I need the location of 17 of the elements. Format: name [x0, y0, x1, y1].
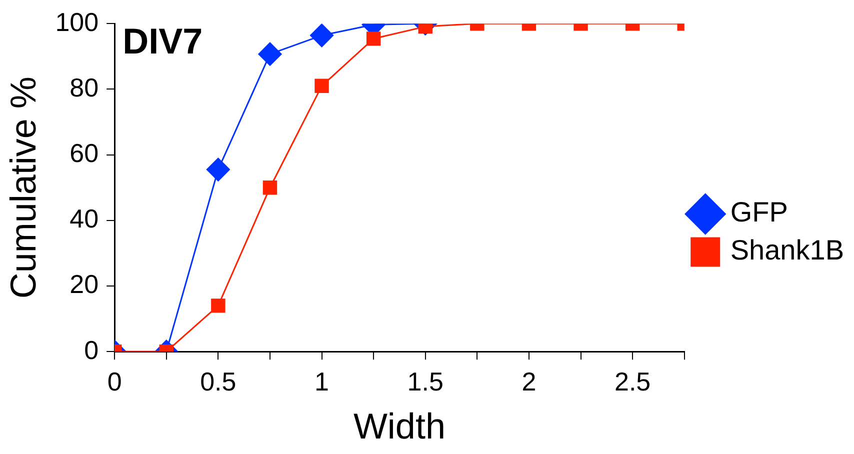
chart-title: DIV7: [122, 20, 203, 62]
legend-label: Shank1B: [730, 234, 844, 266]
y-tick-label: 80: [70, 72, 99, 102]
y-tick-label: 60: [70, 138, 99, 168]
x-tick-label: 1: [314, 366, 330, 396]
y-tick-label: 100: [55, 6, 99, 37]
x-tick-label: 2.5: [614, 366, 651, 396]
x-tick-label: 0: [107, 366, 122, 396]
legend-label: GFP: [730, 196, 788, 228]
y-tick-label: 40: [70, 204, 99, 234]
x-tick-label: 2: [522, 366, 536, 396]
y-axis-title: Cumulative %: [2, 76, 44, 299]
x-tick-label: 1.5: [407, 366, 444, 396]
y-tick-label: 0: [84, 334, 99, 365]
y-tick-label: 20: [70, 269, 99, 300]
x-axis-title: Width: [353, 405, 446, 446]
x-tick-label: 0.5: [200, 366, 236, 396]
